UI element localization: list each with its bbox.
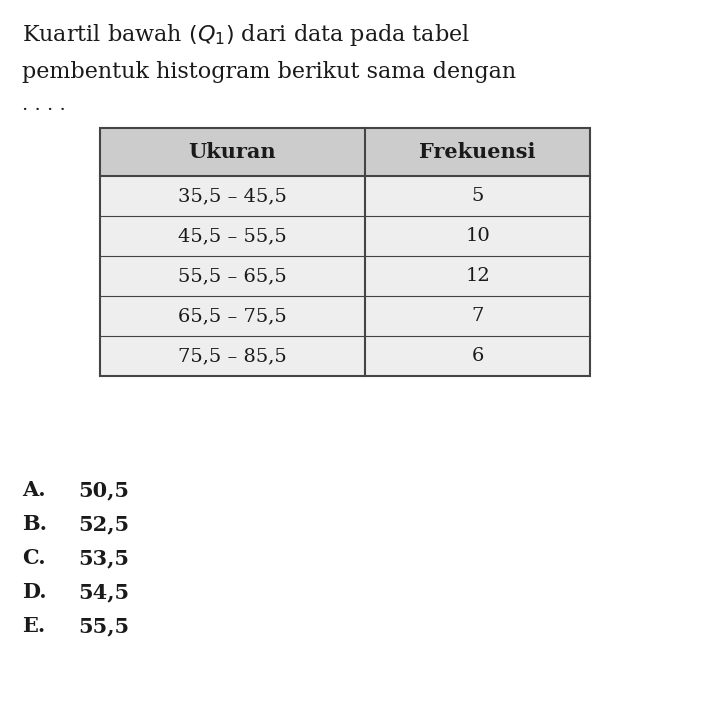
Text: 53,5: 53,5: [78, 548, 129, 568]
Text: B.: B.: [22, 514, 47, 534]
Text: 6: 6: [471, 347, 483, 365]
Text: Ukuran: Ukuran: [189, 142, 276, 162]
Text: Kuartil bawah $(Q_1)$ dari data pada tabel: Kuartil bawah $(Q_1)$ dari data pada tab…: [22, 22, 470, 48]
Text: . . . .: . . . .: [22, 96, 66, 114]
Text: A.: A.: [22, 480, 46, 500]
Text: 55,5: 55,5: [78, 616, 129, 636]
Text: Frekuensi: Frekuensi: [419, 142, 535, 162]
Bar: [100, 176, 590, 376]
Text: 12: 12: [465, 267, 490, 285]
Bar: [100, 128, 590, 176]
Text: 35,5 – 45,5: 35,5 – 45,5: [178, 187, 287, 205]
Text: E.: E.: [22, 616, 46, 636]
Text: 75,5 – 85,5: 75,5 – 85,5: [178, 347, 287, 365]
Text: C.: C.: [22, 548, 46, 568]
Text: 54,5: 54,5: [78, 582, 129, 602]
Text: 7: 7: [471, 307, 483, 325]
Text: 45,5 – 55,5: 45,5 – 55,5: [178, 227, 287, 245]
Text: 10: 10: [465, 227, 490, 245]
Text: 65,5 – 75,5: 65,5 – 75,5: [178, 307, 287, 325]
Text: 5: 5: [471, 187, 483, 205]
Text: 55,5 – 65,5: 55,5 – 65,5: [178, 267, 287, 285]
Text: pembentuk histogram berikut sama dengan: pembentuk histogram berikut sama dengan: [22, 61, 516, 83]
Bar: [100, 128, 590, 376]
Text: 50,5: 50,5: [78, 480, 129, 500]
Text: D.: D.: [22, 582, 46, 602]
Text: 52,5: 52,5: [78, 514, 129, 534]
